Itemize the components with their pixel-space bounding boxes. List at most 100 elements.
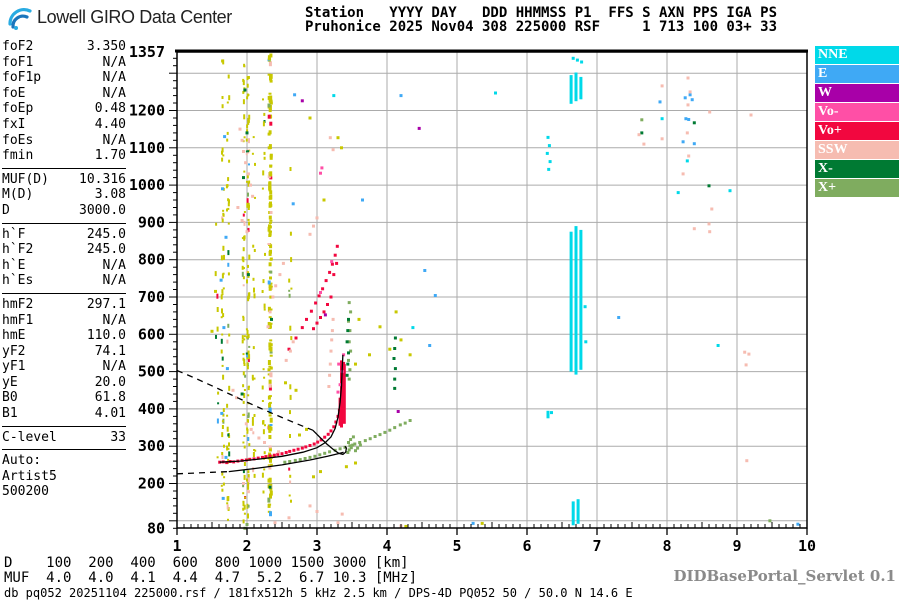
param-row-hf: h`F 245.0 <box>2 227 126 243</box>
param-value: N/A <box>102 257 126 273</box>
model-curves <box>176 354 348 475</box>
param-row-b0: B0 61.8 <box>2 390 126 406</box>
param-value: 1.70 <box>94 148 126 164</box>
param-label: foEp <box>2 101 34 117</box>
x-tick-label: 2 <box>242 537 251 555</box>
param-separator <box>2 167 126 169</box>
param-label: M(D) <box>2 187 34 203</box>
param-separator <box>2 449 126 451</box>
legend-item-ssw: SSW <box>815 141 899 159</box>
param-label: hmF1 <box>2 312 34 328</box>
y-tick-label: 500 <box>138 363 165 381</box>
x-tick-label: 3 <box>312 537 321 555</box>
param-row-ye: yE 20.0 <box>2 375 126 391</box>
param-label: C-level <box>2 429 57 445</box>
param-value: 20.0 <box>94 374 126 390</box>
lowell-giro-logo: Lowell GIRO Data Center <box>6 4 232 30</box>
param-row-hes: h`Es N/A <box>2 273 126 289</box>
param-row-md: M(D) 3.08 <box>2 187 126 203</box>
series-w <box>300 99 421 413</box>
giro-wave-icon <box>8 8 32 30</box>
param-row-hme: hmE 110.0 <box>2 328 126 344</box>
muf-distance-table: D 100 200 400 600 800 1000 1500 3000 [km… <box>4 556 417 586</box>
auto-scaler-line: Artist5 <box>2 468 57 484</box>
echo-points <box>210 56 800 530</box>
legend-item-e: E <box>815 65 899 83</box>
param-row-fxi: fxI 4.40 <box>2 117 126 133</box>
param-row-hmf1: hmF1 N/A <box>2 313 126 329</box>
param-row-mufd: MUF(D) 10.316 <box>2 172 126 188</box>
curve-bottomside-profile <box>228 451 344 473</box>
param-value: 3.350 <box>86 39 126 54</box>
legend-item-w: W <box>815 84 899 102</box>
series-e <box>219 93 800 526</box>
scaled-parameters-panel: foF2 3.350 foF1 N/A foF1p N/A foE N/A foEp 0.48 fx… <box>2 39 126 500</box>
param-row-hmf2: hmF2 297.1 <box>2 297 126 313</box>
param-row-d: D 3000.0 <box>2 203 126 219</box>
param-value: 110.0 <box>86 328 126 344</box>
echo-direction-legend: NNE E W Vo- Vo+ SSW X- X+ <box>815 46 899 198</box>
logo-text: Lowell GIRO Data Center <box>37 6 232 27</box>
param-label: hmE <box>2 328 26 344</box>
param-label: yF1 <box>2 359 26 375</box>
x-tick-label: 8 <box>662 537 671 555</box>
param-row-yf1: yF1 N/A <box>2 359 126 375</box>
param-value: 74.1 <box>94 343 126 359</box>
param-row-fof2: foF2 3.350 <box>2 39 126 55</box>
y-tick-label: 700 <box>138 288 165 306</box>
param-value: 33 <box>110 429 126 445</box>
distance-row: D 100 200 400 600 800 1000 1500 3000 [km… <box>4 555 409 571</box>
param-label: h`F <box>2 226 26 242</box>
axis-labels: 8020030040050060070080090010001100120013… <box>129 43 816 555</box>
y-tick-label: 800 <box>138 251 165 269</box>
curve-o-trace-fit <box>219 354 344 463</box>
legend-item-nne: NNE <box>815 46 899 64</box>
param-value: 0.48 <box>94 101 126 117</box>
param-value: 4.01 <box>94 406 126 422</box>
param-label: B0 <box>2 390 18 406</box>
curve-topside-profile-extrapolated <box>176 369 314 431</box>
y-tick-label: 600 <box>138 325 165 343</box>
x-tick-label: 4 <box>382 537 391 555</box>
plot-grid <box>177 52 807 528</box>
param-value: N/A <box>102 312 126 328</box>
param-row-he: h`E N/A <box>2 258 126 274</box>
noise-columns <box>214 53 293 524</box>
y-tick-label: 300 <box>138 437 165 455</box>
param-value: N/A <box>102 70 126 86</box>
y-tick-label: 1000 <box>129 176 165 194</box>
x-tick-label: 1 <box>172 537 181 555</box>
param-label: foF1 <box>2 54 34 70</box>
param-value: N/A <box>102 54 126 70</box>
param-label: foEs <box>2 132 34 148</box>
param-label: fmin <box>2 148 34 164</box>
series-vo <box>218 244 346 465</box>
series-nne <box>332 56 732 526</box>
auto-scaler-block: Auto: Artist5 500200 <box>2 453 126 500</box>
param-value: N/A <box>102 132 126 148</box>
param-value: 245.0 <box>86 226 126 242</box>
param-value: N/A <box>102 85 126 101</box>
x-tick-label: 10 <box>798 537 816 555</box>
y-tick-label: 1357 <box>129 43 165 61</box>
param-value: 10.316 <box>79 171 126 187</box>
param-row-fmin: fmin 1.70 <box>2 148 126 164</box>
param-separator <box>2 222 126 224</box>
legend-item-x: X- <box>815 160 899 178</box>
station-info-values: Pruhonice 2025 Nov04 308 225000 RSF 1 71… <box>305 19 778 35</box>
param-row-b1: B1 4.01 <box>2 406 126 422</box>
param-separator <box>2 425 126 427</box>
param-row-foes: foEs N/A <box>2 133 126 149</box>
param-label: foF1p <box>2 70 42 86</box>
param-label: D <box>2 202 10 218</box>
param-row-foep: foEp 0.48 <box>2 101 126 117</box>
param-label: h`Es <box>2 273 34 289</box>
param-label: hmF2 <box>2 296 34 312</box>
station-info-header: Station YYYY DAY DDD HHMMSS P1 FFS S AXN… <box>305 6 777 34</box>
series-ssw <box>231 76 753 528</box>
curve-bottomside-profile-extrapolated <box>176 470 229 475</box>
param-label: yE <box>2 374 18 390</box>
param-value: 297.1 <box>86 296 126 312</box>
